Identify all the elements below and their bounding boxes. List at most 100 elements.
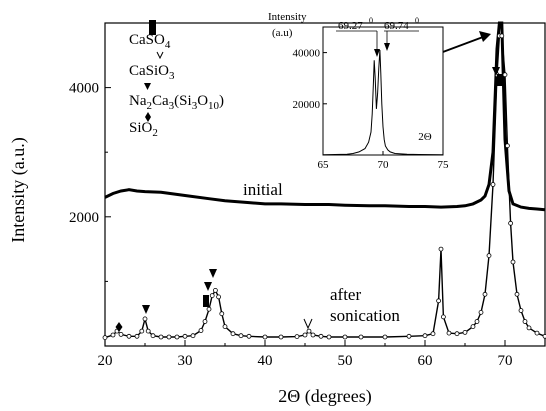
data-point (158, 334, 164, 340)
legend-marker-filled-triangle (144, 83, 151, 90)
x-tick-label-60: 60 (418, 353, 433, 369)
inset-peak-1-arrow (374, 49, 380, 57)
data-point (508, 220, 514, 226)
data-point (294, 334, 300, 340)
marker-na-silicate (209, 269, 217, 278)
data-point (454, 331, 460, 337)
y-tick-label-4000: 4000 (69, 81, 99, 97)
data-point (238, 333, 244, 339)
peak-markers (115, 67, 503, 332)
data-point (134, 333, 140, 339)
data-point (474, 319, 480, 324)
data-point (542, 333, 546, 339)
data-point (142, 316, 148, 322)
data-point (482, 291, 488, 297)
data-point (174, 334, 180, 340)
data-point (139, 328, 145, 334)
inset-y-tick-label-20000: 20000 (293, 99, 321, 111)
data-point (326, 334, 332, 340)
svg-text:0: 0 (369, 16, 373, 25)
inset-arrow-head (479, 31, 491, 42)
data-point (302, 332, 308, 338)
data-point (470, 324, 476, 330)
data-point (504, 143, 510, 149)
data-point (406, 333, 412, 339)
inset-x-tick-labels: 65 70 75 (318, 159, 450, 171)
legend-label-0: CaSO4 (129, 32, 171, 51)
legend-entry-1: CaSiO3 (129, 51, 175, 82)
data-point (438, 246, 444, 252)
svg-text:0: 0 (415, 16, 419, 25)
data-point (499, 33, 505, 39)
data-point (478, 309, 484, 315)
data-point (118, 331, 124, 337)
data-point (358, 334, 364, 340)
x-tick-label-70: 70 (498, 353, 513, 369)
data-point (212, 287, 218, 293)
inset-y-tick-labels: 20000 40000 (293, 48, 321, 111)
data-point (436, 298, 442, 304)
data-point (219, 311, 225, 317)
marker-sio2 (115, 322, 123, 332)
marker-na-silicate (142, 305, 150, 314)
data-point (246, 333, 252, 339)
legend-entry-3: SiO2 (129, 112, 158, 139)
legend-entry-0: CaSO4 (129, 20, 171, 51)
main-y-tick-labels: 2000 4000 (69, 81, 99, 226)
data-point (206, 306, 212, 312)
inset-y-title-line2: (a.u) (272, 27, 293, 39)
data-point (430, 331, 436, 337)
x-tick-label-20: 20 (98, 353, 113, 369)
legend: CaSO4 CaSiO3 Na2Ca3(Si3O10) SiO2 (129, 20, 224, 139)
inset-peak-label-2: 69.74 0 (384, 16, 419, 32)
data-point (310, 332, 316, 338)
data-point (522, 319, 528, 324)
inset-peak-label-1: 69.27 0 (338, 16, 373, 32)
inset-y-title-line1: Intensity (268, 11, 307, 23)
legend-label-2: Na2Ca3(Si3O10) (129, 93, 224, 112)
annotation-after: after (330, 285, 361, 304)
x-tick-label-40: 40 (258, 353, 273, 369)
main-plot: 20 30 40 50 60 70 2000 4000 2Θ (degrees) Inten… (8, 20, 546, 407)
main-axis-ticks (104, 87, 506, 346)
y-axis-title: Intensity (a.u.) (8, 137, 29, 242)
inset-x-tick-label-75: 75 (438, 159, 450, 171)
inset-plot: 65 70 75 20000 40000 Intensity (a.u) 2Θ 69.… (268, 11, 449, 171)
data-point (166, 334, 172, 340)
data-point (222, 324, 228, 330)
inset-plot-frame (322, 26, 444, 156)
legend-marker-open-triangle (156, 51, 164, 60)
annotation-sonication: sonication (330, 306, 400, 325)
data-point (446, 330, 452, 336)
data-point (230, 331, 236, 337)
marker-caso4 (203, 295, 209, 307)
legend-label-1: CaSiO3 (129, 63, 175, 82)
data-point (198, 328, 204, 333)
legend-entry-2: Na2Ca3(Si3O10) (129, 83, 224, 112)
main-plot-frame (104, 22, 546, 347)
data-point (502, 72, 508, 78)
data-point (490, 182, 496, 187)
marker-caso4 (497, 74, 503, 86)
data-point (182, 333, 188, 339)
data-point (486, 253, 492, 259)
data-point (514, 291, 520, 297)
data-point (306, 328, 312, 334)
data-point (145, 328, 151, 334)
data-point (110, 332, 116, 338)
inset-x-tick-label-70: 70 (378, 159, 390, 171)
data-point (190, 333, 196, 339)
main-x-tick-labels: 20 30 40 50 60 70 (98, 353, 513, 369)
data-point (526, 325, 532, 331)
data-point (209, 293, 215, 299)
data-point (534, 330, 540, 336)
x-axis-title: 2Θ (degrees) (278, 386, 371, 407)
series-after-sonication-markers (102, 33, 546, 341)
data-point (382, 334, 388, 340)
legend-marker-diamond (145, 112, 151, 122)
series-initial-line (104, 21, 546, 212)
inset-series-line (322, 49, 444, 156)
legend-label-3: SiO2 (129, 120, 158, 139)
svg-text:69.27: 69.27 (338, 20, 363, 32)
data-point (440, 314, 446, 320)
